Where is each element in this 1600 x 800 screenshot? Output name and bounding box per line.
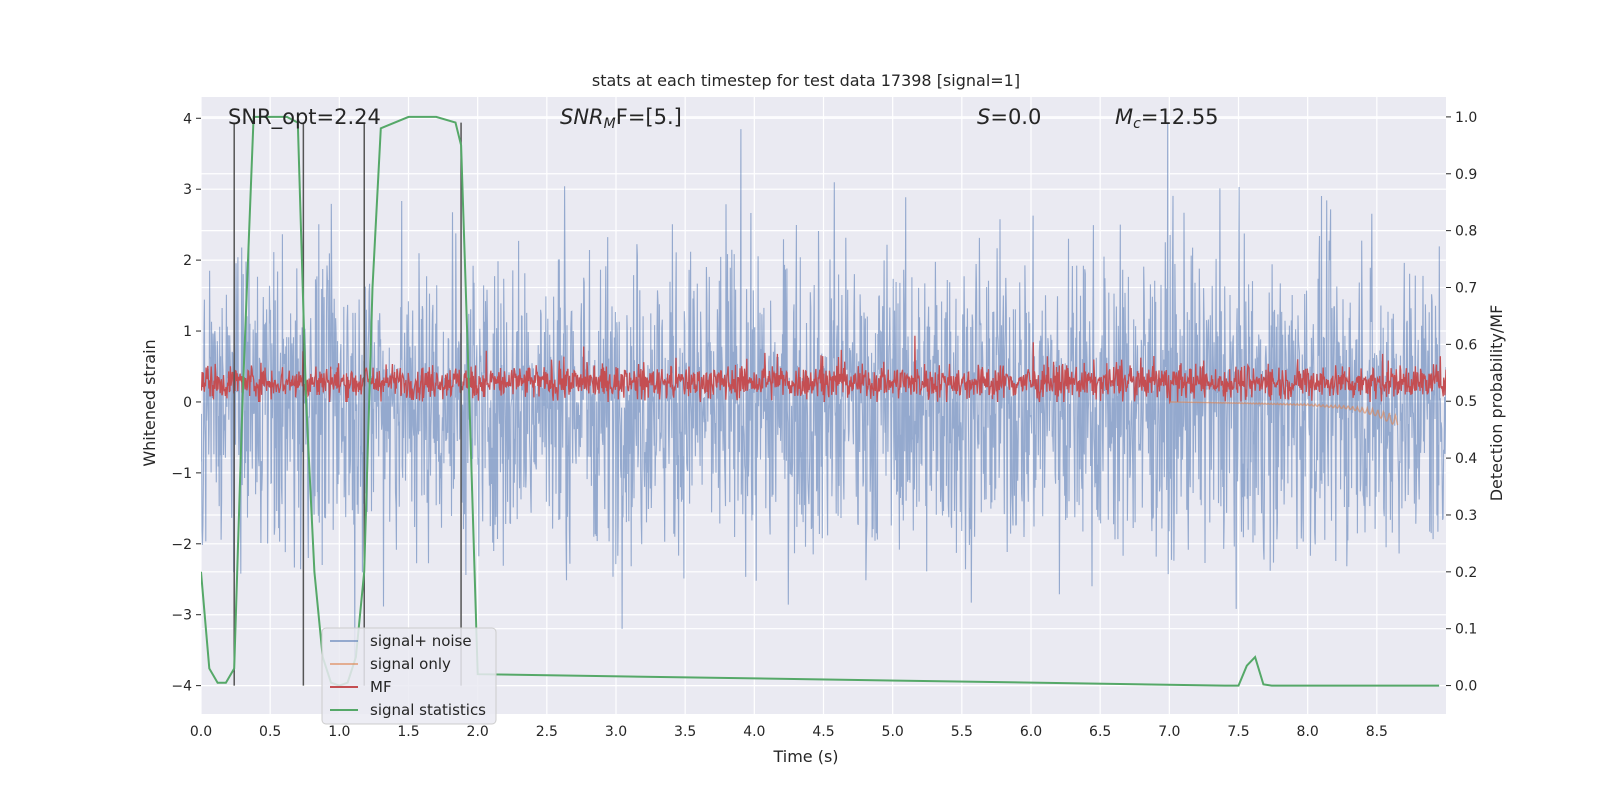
y-right-tick-label: 0.1 — [1455, 622, 1477, 638]
signal-only-line — [1169, 401, 1399, 426]
x-tick-label: 7.0 — [1158, 724, 1180, 740]
x-tick-label: 1.0 — [328, 724, 350, 740]
x-tick-label: 3.5 — [674, 724, 696, 740]
x-tick-label: 0.5 — [259, 724, 281, 740]
y-right-tick-labels: 0.0 0.1 0.2 0.3 0.4 0.5 0.6 0.7 0.8 0.9 1.0 — [1446, 110, 1477, 695]
x-tick-label: 5.0 — [882, 724, 904, 740]
y-left-tick-label: 0 — [183, 395, 192, 411]
plot-area — [201, 115, 1446, 687]
annotation-snr-opt: SNR_opt=2.24 — [228, 105, 381, 130]
y-left-tick-label: 1 — [183, 324, 192, 340]
x-tick-label: 3.0 — [605, 724, 627, 740]
legend-box — [321, 627, 497, 725]
y-right-tick-label: 0.0 — [1455, 679, 1477, 695]
mf-series — [201, 335, 1446, 405]
mc-var: M — [1115, 105, 1133, 129]
legend-label-mf: MF — [370, 678, 392, 696]
chart-title: stats at each timestep for test data 173… — [592, 71, 1020, 90]
legend-label-signal-noise: signal+ noise — [370, 632, 472, 650]
x-tick-label: 5.5 — [951, 724, 973, 740]
x-tick-labels: 0.0 0.5 1.0 1.5 2.0 2.5 3.0 3.5 4.0 4.5 5.0 5.5 6.0 6… — [190, 724, 1388, 740]
snr-mf-rest: F=[5.] — [616, 105, 682, 129]
x-tick-label: 0.0 — [190, 724, 212, 740]
x-tick-label: 2.0 — [467, 724, 489, 740]
y-right-tick-label: 0.6 — [1455, 337, 1477, 353]
snr-mf-sub: M — [604, 116, 616, 132]
x-tick-label: 8.5 — [1366, 724, 1388, 740]
y-right-tick-label: 0.2 — [1455, 565, 1477, 581]
x-axis-label: Time (s) — [772, 747, 838, 766]
snr-mf-main: SNR — [560, 105, 604, 129]
y-left-tick-label: 4 — [183, 111, 192, 127]
y-right-tick-label: 0.8 — [1455, 224, 1477, 240]
y-left-tick-label: −4 — [171, 679, 192, 695]
mc-rest: =12.55 — [1141, 105, 1219, 129]
x-tick-label: 6.5 — [1089, 724, 1111, 740]
mf-line — [201, 335, 1446, 405]
legend: signal+ noise signal only MF signal stat… — [321, 627, 497, 725]
y-left-axis-label: Whitened strain — [140, 339, 159, 466]
annotation-mc: Mc=12.55 — [1115, 105, 1219, 132]
x-tick-label: 6.0 — [1020, 724, 1042, 740]
y-right-tick-label: 1.0 — [1455, 110, 1477, 126]
legend-label-signal-statistics: signal statistics — [370, 701, 486, 719]
signal-only-series — [1169, 401, 1399, 426]
y-left-tick-label: −3 — [171, 608, 192, 624]
x-tick-label: 2.5 — [536, 724, 558, 740]
y-right-tick-label: 0.4 — [1455, 451, 1477, 467]
x-tick-label: 1.5 — [397, 724, 419, 740]
y-left-tick-label: 3 — [183, 182, 192, 198]
y-right-axis-label: Detection probability/MF — [1487, 305, 1506, 502]
y-left-tick-label: 2 — [183, 253, 192, 269]
annotation-snr-mf: SNRMF=[5.] — [560, 105, 682, 132]
annotation-s: S=0.0 — [977, 105, 1041, 129]
x-tick-label: 7.5 — [1227, 724, 1249, 740]
mc-sub: c — [1133, 116, 1141, 132]
marker-lines — [233, 122, 462, 686]
y-right-tick-label: 0.7 — [1455, 281, 1477, 297]
x-tick-label: 4.5 — [812, 724, 834, 740]
legend-label-signal-only: signal only — [370, 655, 451, 673]
x-tick-label: 8.0 — [1297, 724, 1319, 740]
y-left-tick-label: −1 — [171, 466, 192, 482]
s-var: S — [977, 105, 990, 129]
x-tick-label: 4.0 — [743, 724, 765, 740]
y-left-tick-labels: −4 −3 −2 −1 0 1 2 3 4 — [171, 111, 201, 695]
y-left-tick-label: −2 — [171, 537, 192, 553]
s-rest: =0.0 — [990, 105, 1041, 129]
y-right-tick-label: 0.3 — [1455, 508, 1477, 524]
y-right-tick-label: 0.5 — [1455, 394, 1477, 410]
y-right-tick-label: 0.9 — [1455, 167, 1477, 183]
